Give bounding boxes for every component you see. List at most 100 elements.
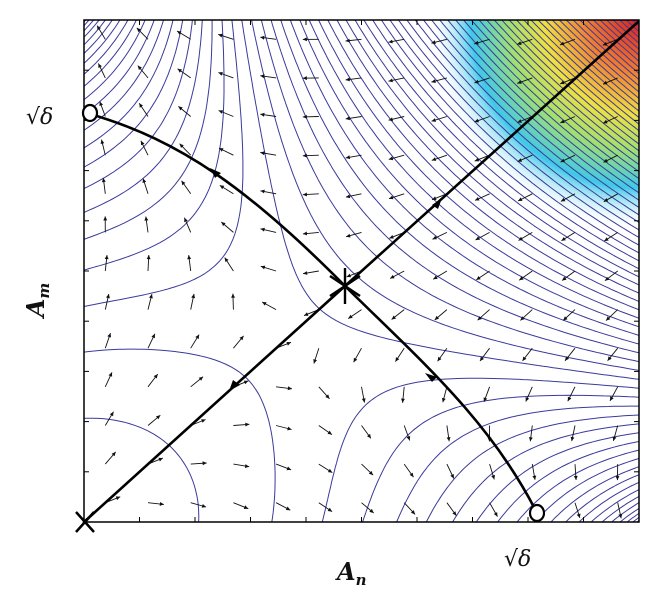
field-arrowhead [607,356,612,361]
field-arrowhead [97,25,101,31]
field-arrowhead [111,451,116,457]
contour-line [84,20,639,522]
field-arrowhead [474,40,479,45]
field-arrowhead [221,222,226,227]
field-arrowhead [218,110,224,114]
field-arrowhead [302,153,307,158]
field-arrowhead [491,474,495,480]
field-arrowhead [179,143,184,148]
field-arrowhead [517,158,523,162]
field-arrowhead [106,294,110,299]
field-arrowhead [570,436,575,442]
field-arrowhead [136,27,142,33]
contour-line [398,20,639,238]
field-arrowhead [475,236,480,240]
field-arrowhead [604,276,610,281]
contour-line [84,20,639,522]
field-arrowhead [187,255,192,260]
field-arrowhead [437,356,442,362]
field-arrowhead [158,457,163,462]
saddle-marker [329,268,361,304]
field-arrowhead [286,342,291,346]
field-arrowhead [260,35,265,40]
field-arrowhead [388,78,393,83]
field-arrowhead [184,217,188,223]
field-arrowhead [518,197,523,201]
manifold-arrow [210,168,221,178]
contour-line [463,20,639,180]
contour-line [84,20,639,522]
field-arrowhead [285,506,291,511]
field-arrowhead [610,396,614,401]
field-arrowhead [243,380,249,385]
field-arrowhead [224,257,229,262]
manifold-arrow [229,380,240,391]
field-arrowhead [98,63,102,68]
contour-line [363,20,639,270]
field-arrowhead [395,357,400,362]
field-arrowhead [177,68,182,73]
field-arrowhead [304,312,309,316]
field-arrowhead [313,359,317,364]
field-arrowhead [260,74,265,79]
manifold-arrow [425,373,437,382]
field-arrowhead [519,276,524,281]
field-arrowhead [432,235,437,240]
field-arrowhead [327,430,332,435]
contour-line [84,20,639,522]
field-arrowhead [517,119,522,123]
field-arrowhead [303,271,308,275]
field-arrowhead [202,461,207,466]
contour-line [327,20,639,302]
field-arrowhead [287,386,292,391]
contour-line [516,20,639,132]
field-arrowhead [156,415,161,420]
fixed-point-circle [81,103,99,123]
field-arrowhead [302,114,307,119]
field-arrowhead [476,276,481,280]
vector-field [96,25,623,519]
field-arrowhead [139,103,143,108]
field-arrowhead [153,374,158,379]
field-arrowhead [219,148,224,152]
field-arrowhead [615,476,620,481]
field-arrowhead [560,197,566,202]
contour-line [414,20,639,223]
contour-line [84,20,639,522]
field-arrowhead [603,119,608,124]
field-arrowhead [522,356,527,361]
contour-line [318,20,639,311]
field-arrowhead [159,502,164,506]
field-arrowhead [327,507,333,512]
field-arrowhead [287,426,292,431]
field-arrowhead [178,106,183,111]
field-arrowhead [345,116,350,121]
origin-marker [75,511,95,533]
field-arrowhead [450,474,454,479]
field-arrowhead [603,80,608,85]
contour-line [447,20,639,194]
field-arrowhead [345,194,351,199]
field-arrowhead [560,158,565,163]
field-arrowhead [565,356,570,361]
contour-line [336,20,639,294]
field-arrowhead [245,422,250,427]
contour-line [493,20,639,152]
field-arrowhead [104,255,109,260]
contour-line [270,20,639,354]
y-axis-label: Am [21,283,53,320]
field-arrowhead [474,157,480,162]
contour-line [354,20,639,278]
field-arrowhead [218,33,223,38]
field-arrowhead [146,255,151,260]
field-arrowhead [528,437,533,442]
field-arrowhead [434,315,439,320]
x-axis-label: An [335,557,367,589]
field-arrowhead [137,65,142,70]
field-arrowhead [361,398,366,403]
field-arrowhead [302,37,307,42]
field-arrowhead [151,333,155,339]
field-arrowhead [477,316,482,321]
field-arrowhead [475,197,480,201]
